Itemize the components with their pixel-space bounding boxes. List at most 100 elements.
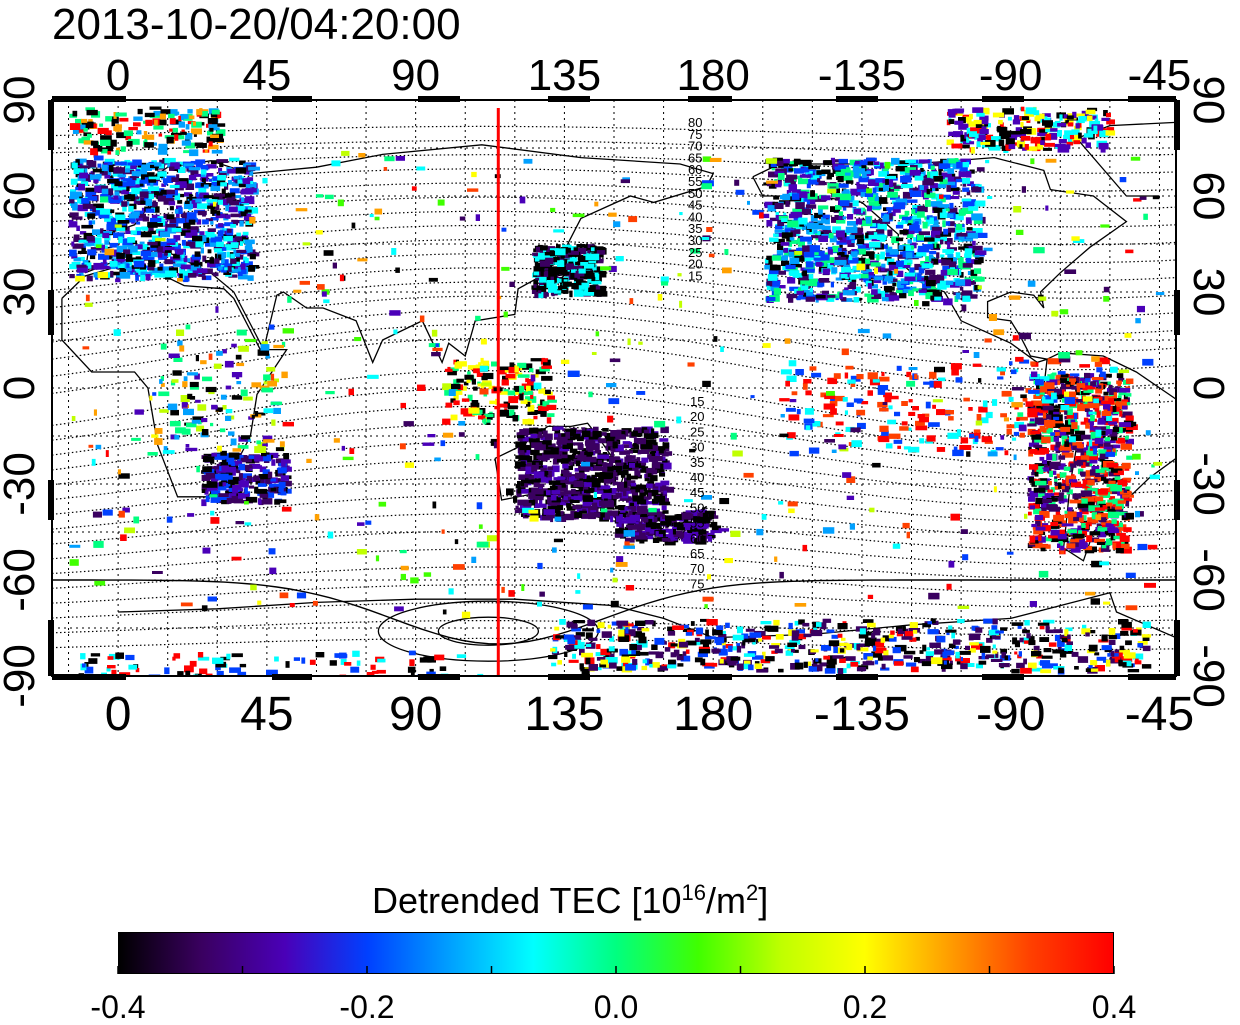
tec-cell <box>1045 134 1051 141</box>
tec-cell <box>652 457 658 463</box>
tec-cell <box>87 236 95 241</box>
tec-cell <box>851 251 858 256</box>
tec-cell <box>1108 529 1119 533</box>
tec-cell <box>218 200 223 205</box>
tec-cell <box>896 238 903 242</box>
tec-cell <box>949 119 955 124</box>
tec-cell <box>217 123 225 127</box>
tec-cell <box>189 167 200 170</box>
tec-cell <box>451 415 458 421</box>
tec-cell <box>225 214 230 218</box>
tec-cell <box>900 176 911 183</box>
tec-cell <box>663 491 667 495</box>
tec-cell <box>182 381 187 387</box>
tec-cell <box>1101 431 1106 435</box>
tec-cell <box>211 160 217 164</box>
tec-cell <box>196 109 202 115</box>
tec-cell <box>260 493 270 498</box>
tec-cell <box>211 499 220 503</box>
tec-cell <box>281 475 289 481</box>
tec-cell <box>181 132 187 135</box>
tec-cell <box>850 235 855 240</box>
tec-cell <box>212 176 217 181</box>
tec-cell <box>869 272 874 275</box>
tec-cell <box>570 273 574 279</box>
tec-cell <box>1057 123 1066 127</box>
tec-cell <box>582 427 586 431</box>
tec-cell <box>1031 524 1037 527</box>
tec-cell <box>178 207 183 214</box>
tec-cell <box>966 233 978 239</box>
tec-cell <box>586 457 597 463</box>
tec-cell <box>874 276 883 280</box>
tec-cell <box>831 282 834 288</box>
tec-cell <box>600 486 611 490</box>
tec-cell <box>628 525 638 530</box>
tec-cell <box>544 509 556 515</box>
tec-cell <box>854 297 860 303</box>
tec-cell <box>159 379 163 384</box>
tec-cell <box>483 419 486 425</box>
tec-cell <box>1071 422 1077 429</box>
tec-cell <box>1035 472 1039 477</box>
tec-cell <box>216 210 220 215</box>
tec-cell <box>128 194 135 200</box>
tec-cell <box>531 358 542 361</box>
tec-cell <box>190 382 199 387</box>
tec-cell <box>126 264 129 268</box>
tec-cell <box>1053 515 1064 522</box>
tec-cell <box>517 500 529 506</box>
tec-cell <box>212 150 223 154</box>
tec-cell <box>121 146 126 152</box>
tec-cell <box>806 230 809 234</box>
tec-cell <box>857 184 867 189</box>
tec-cell <box>201 170 207 175</box>
tec-cell <box>271 420 275 426</box>
tec-cell <box>168 114 175 118</box>
tec-cell <box>1111 470 1118 473</box>
tec-cell <box>954 121 963 125</box>
tec-cell <box>1062 144 1070 149</box>
tec-cell <box>222 189 226 194</box>
tec-cell <box>975 201 985 207</box>
tec-cell <box>172 379 179 383</box>
tec-cell <box>514 416 517 421</box>
tec-cell <box>956 162 962 169</box>
tec-cell <box>967 227 973 231</box>
tec-cell <box>85 188 95 192</box>
tec-cell <box>146 209 155 213</box>
tec-cell <box>110 271 113 278</box>
tec-cell <box>798 218 808 225</box>
tec-cell <box>592 481 601 487</box>
tec-cell <box>1010 131 1022 135</box>
tec-cell <box>582 283 590 287</box>
tec-cell <box>256 440 261 444</box>
tec-cell <box>808 166 820 170</box>
tec-cell <box>1073 446 1077 451</box>
tec-cell <box>1142 664 1151 669</box>
tec-cell <box>112 272 120 276</box>
tec-cell <box>519 394 523 401</box>
tec-cell <box>1021 136 1031 141</box>
tec-cell <box>660 481 669 486</box>
tec-cell <box>956 224 962 230</box>
tec-cell <box>637 499 646 504</box>
tec-cell <box>899 293 906 299</box>
tec-cell <box>648 493 652 500</box>
tec-cell <box>236 233 241 237</box>
tec-cell <box>70 212 79 216</box>
tec-cell <box>810 245 821 252</box>
tec-cell <box>598 460 602 464</box>
tec-cell <box>654 517 658 522</box>
tec-cell <box>78 184 85 191</box>
tec-cell <box>769 238 779 242</box>
tec-cell <box>127 237 135 243</box>
tec-cell <box>245 466 249 472</box>
tec-cell <box>563 473 571 477</box>
tec-cell <box>896 290 903 293</box>
tec-cell <box>1059 492 1064 498</box>
tec-cell <box>574 290 584 297</box>
tec-cell <box>80 165 91 168</box>
tec-cell <box>144 131 147 135</box>
tec-cell <box>1098 489 1108 495</box>
